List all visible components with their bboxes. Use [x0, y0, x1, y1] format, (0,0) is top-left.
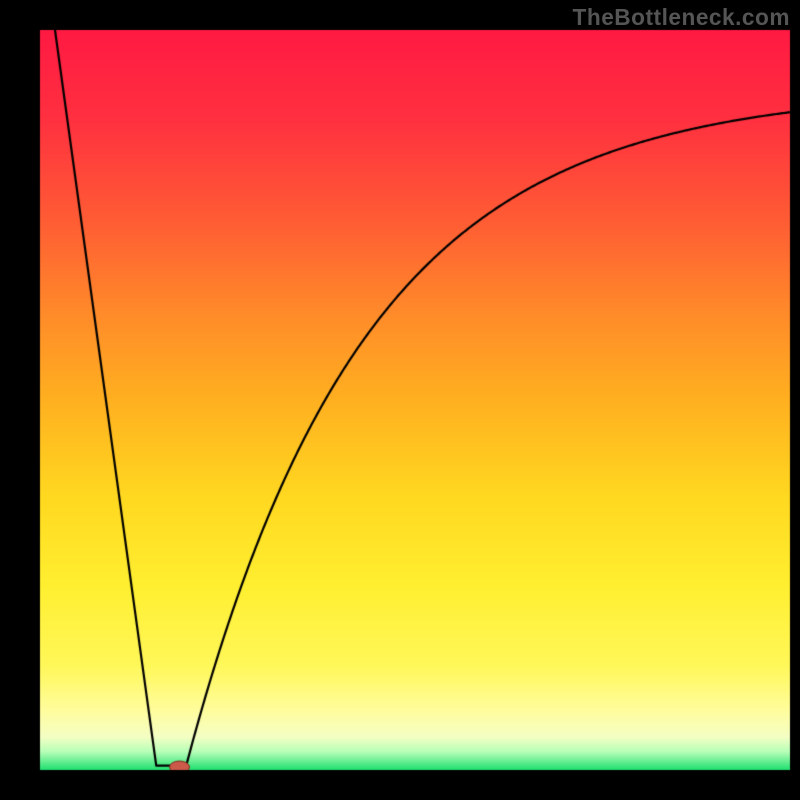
- chart-stage: TheBottleneck.com: [0, 0, 800, 800]
- watermark-label: TheBottleneck.com: [573, 4, 790, 31]
- bottleneck-curve-plot: [0, 0, 800, 800]
